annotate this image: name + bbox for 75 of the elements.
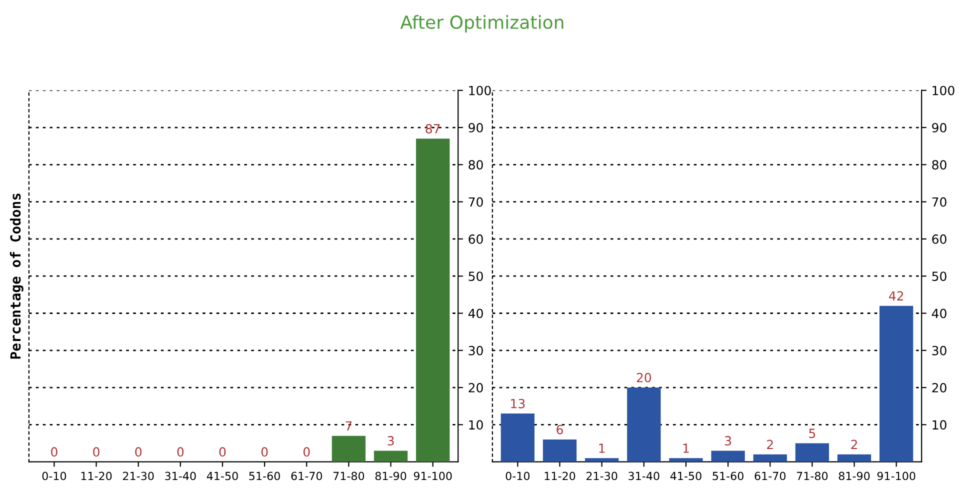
y-tick-label: 40 — [468, 308, 483, 318]
x-tick-label: 31-40 — [165, 472, 196, 480]
bar — [669, 458, 703, 462]
data-label: 0 — [261, 447, 268, 457]
bar — [753, 454, 787, 462]
y-tick-label: 80 — [932, 160, 946, 170]
data-label: 0 — [177, 447, 184, 457]
y-tick-label: 100 — [469, 86, 491, 96]
bar — [880, 306, 914, 462]
data-label: 2 — [767, 440, 773, 450]
data-label: 0 — [303, 447, 310, 457]
data-label: 0 — [219, 447, 226, 457]
data-label: 42 — [888, 291, 904, 300]
x-tick-label: 41-50 — [206, 472, 238, 480]
data-label: 3 — [388, 436, 394, 446]
x-tick-label: 51-60 — [712, 472, 744, 480]
y-tick-label: 70 — [468, 197, 483, 207]
y-tick-label: 50 — [932, 272, 946, 282]
x-tick-label: 91-100 — [414, 472, 452, 480]
data-label: 2 — [851, 440, 857, 450]
y-tick-label: 60 — [468, 234, 483, 244]
y-tick-label: 30 — [468, 346, 483, 356]
x-tick-label: 81-90 — [375, 472, 406, 480]
data-label: 1 — [599, 444, 605, 453]
x-tick-label: 91-100 — [877, 472, 916, 480]
x-tick-label: 71-80 — [796, 472, 828, 480]
y-tick-label: 20 — [932, 383, 946, 392]
y-tick-label: 70 — [932, 197, 946, 207]
data-label: 0 — [51, 447, 58, 457]
bar — [711, 450, 745, 462]
data-label: 3 — [725, 436, 732, 446]
y-tick-label: 90 — [468, 122, 483, 132]
y-tick-label: 10 — [932, 420, 946, 430]
x-tick-label: 81-90 — [838, 472, 870, 480]
data-label: 87 — [426, 124, 440, 134]
x-tick-label: 11-20 — [81, 472, 112, 480]
y-tick-label: 10 — [469, 420, 483, 430]
bar — [627, 388, 661, 462]
data-label: 13 — [511, 398, 525, 408]
bar — [374, 450, 408, 462]
data-label: 0 — [135, 447, 142, 457]
x-tick-label: 0-10 — [506, 472, 530, 480]
data-label: 0 — [93, 447, 100, 457]
data-label: 20 — [636, 372, 652, 382]
bar — [584, 458, 619, 462]
y-tick-label: 90 — [932, 122, 946, 132]
x-tick-label: 31-40 — [628, 472, 660, 480]
data-label: 7 — [346, 421, 352, 430]
x-tick-label: 61-70 — [754, 472, 786, 480]
data-label: 1 — [683, 444, 689, 453]
x-tick-label: 71-80 — [333, 472, 364, 480]
bar — [416, 138, 450, 462]
y-tick-label: 80 — [468, 160, 483, 170]
y-axis-title: Percentage of Codons — [10, 194, 24, 359]
x-tick-label: 21-30 — [123, 472, 154, 480]
x-tick-label: 51-60 — [249, 472, 280, 480]
bar — [795, 443, 830, 462]
bar — [837, 454, 872, 462]
y-tick-label: 20 — [468, 383, 483, 392]
y-tick-label: 50 — [468, 272, 483, 282]
y-tick-label: 30 — [932, 346, 946, 356]
bar — [500, 414, 534, 462]
x-tick-label: 41-50 — [670, 472, 702, 480]
x-tick-label: 21-30 — [586, 472, 618, 480]
chart-title: After Optimization — [400, 15, 564, 33]
bar — [542, 440, 577, 462]
y-tick-label: 40 — [932, 308, 946, 318]
x-tick-label: 11-20 — [544, 472, 576, 480]
y-tick-label: 60 — [932, 234, 946, 244]
y-tick-label: 100 — [932, 86, 954, 96]
bar — [332, 436, 366, 462]
data-label: 5 — [809, 428, 816, 438]
x-tick-label: 61-70 — [291, 472, 322, 480]
x-tick-label: 0-10 — [42, 472, 66, 480]
data-label: 6 — [556, 424, 563, 434]
